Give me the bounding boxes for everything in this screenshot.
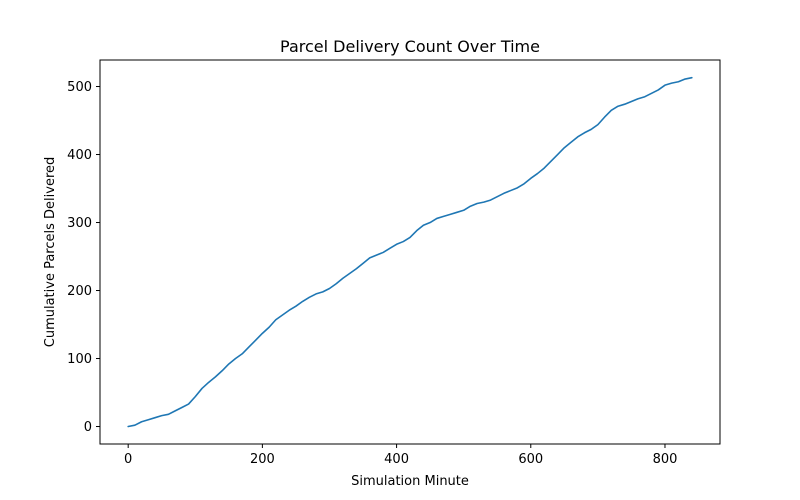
chart-title: Parcel Delivery Count Over Time <box>280 37 540 56</box>
x-axis-ticks: 0 200 400 600 800 <box>124 444 677 467</box>
y-tick-label: 500 <box>67 80 92 95</box>
y-tick-label: 100 <box>67 352 92 367</box>
x-tick-label: 600 <box>518 452 543 467</box>
y-axis-title: Cumulative Parcels Delivered <box>43 157 58 348</box>
y-tick-label: 200 <box>67 284 92 299</box>
plot-area: 0 200 400 600 800 0 100 200 300 400 500 <box>67 59 721 467</box>
x-tick-label: 0 <box>124 452 132 467</box>
y-tick-label: 300 <box>67 216 92 231</box>
x-axis-title: Simulation Minute <box>351 474 469 489</box>
y-tick-label: 400 <box>67 148 92 163</box>
plot-frame <box>99 59 721 445</box>
x-tick-label: 400 <box>384 452 409 467</box>
y-axis-ticks: 0 100 200 300 400 500 <box>67 80 100 435</box>
series-line <box>127 76 693 428</box>
x-tick-label: 200 <box>250 452 275 467</box>
y-tick-label: 0 <box>84 420 92 435</box>
x-tick-label: 800 <box>653 452 678 467</box>
